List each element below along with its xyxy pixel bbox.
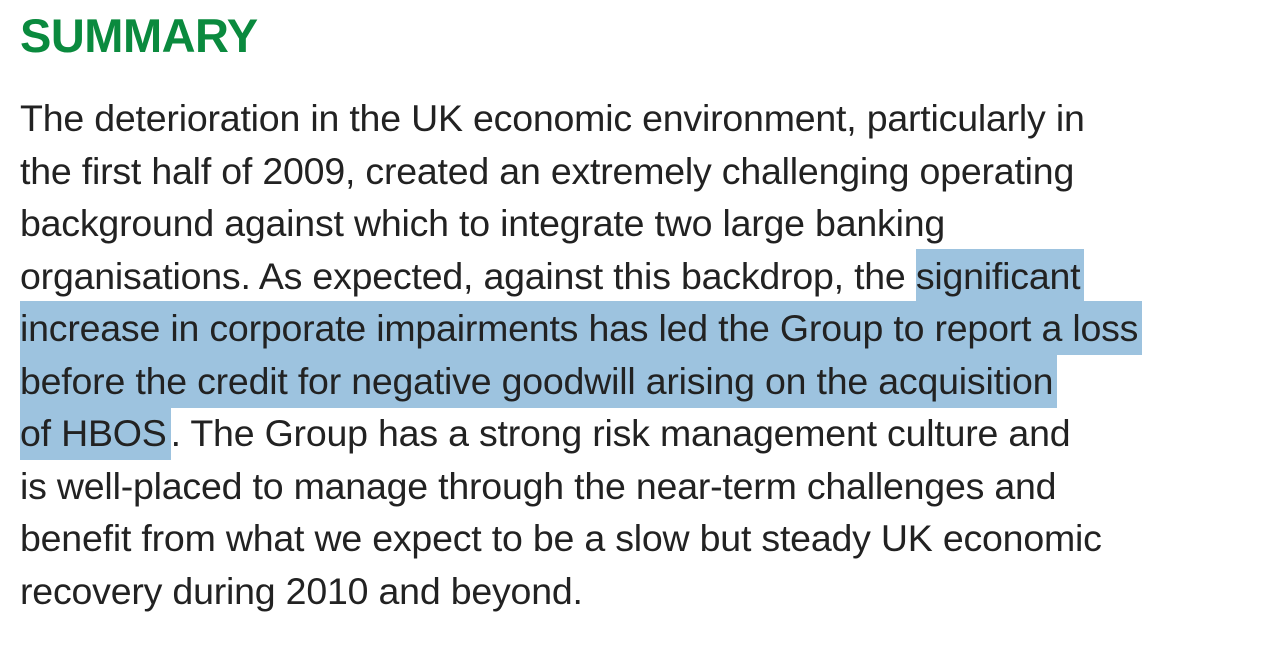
text-segment: is well-placed to manage through the nea…: [20, 464, 1057, 507]
text-segment: recovery during 2010 and beyond.: [20, 569, 583, 612]
text-segment: organisations. As expected, against this…: [20, 254, 916, 297]
text-line: benefit from what we expect to be a slow…: [20, 512, 1142, 565]
text-segment: benefit from what we expect to be a slow…: [20, 517, 1102, 559]
text-line: organisations. As expected, against this…: [20, 248, 1142, 303]
highlighted-text: before the credit for negative goodwill …: [20, 353, 1058, 408]
text-line: before the credit for negative goodwill …: [20, 353, 1142, 408]
text-line: background against which to integrate tw…: [20, 197, 1142, 250]
section-title: SUMMARY: [20, 9, 258, 62]
highlighted-text: of HBOS: [20, 406, 171, 460]
text-line: The deterioration in the UK economic env…: [20, 92, 1142, 145]
text-segment: . The Group has a strong risk management…: [170, 412, 1071, 454]
text-line: of HBOS. The Group has a strong risk man…: [20, 406, 1142, 460]
summary-paragraph: The deterioration in the UK economic env…: [20, 92, 1143, 618]
text-line: is well-placed to manage through the nea…: [20, 460, 1142, 513]
text-segment: the first half of 2009, created an extre…: [20, 149, 1075, 192]
highlighted-text: increase in corporate impairments has le…: [20, 301, 1143, 355]
highlighted-text: significant: [915, 248, 1085, 303]
text-line: increase in corporate impairments has le…: [20, 301, 1143, 355]
text-segment: The deterioration in the UK economic env…: [20, 97, 1085, 139]
text-line: the first half of 2009, created an extre…: [20, 145, 1142, 198]
text-segment: background against which to integrate tw…: [20, 202, 946, 244]
text-line: recovery during 2010 and beyond.: [20, 565, 1142, 618]
